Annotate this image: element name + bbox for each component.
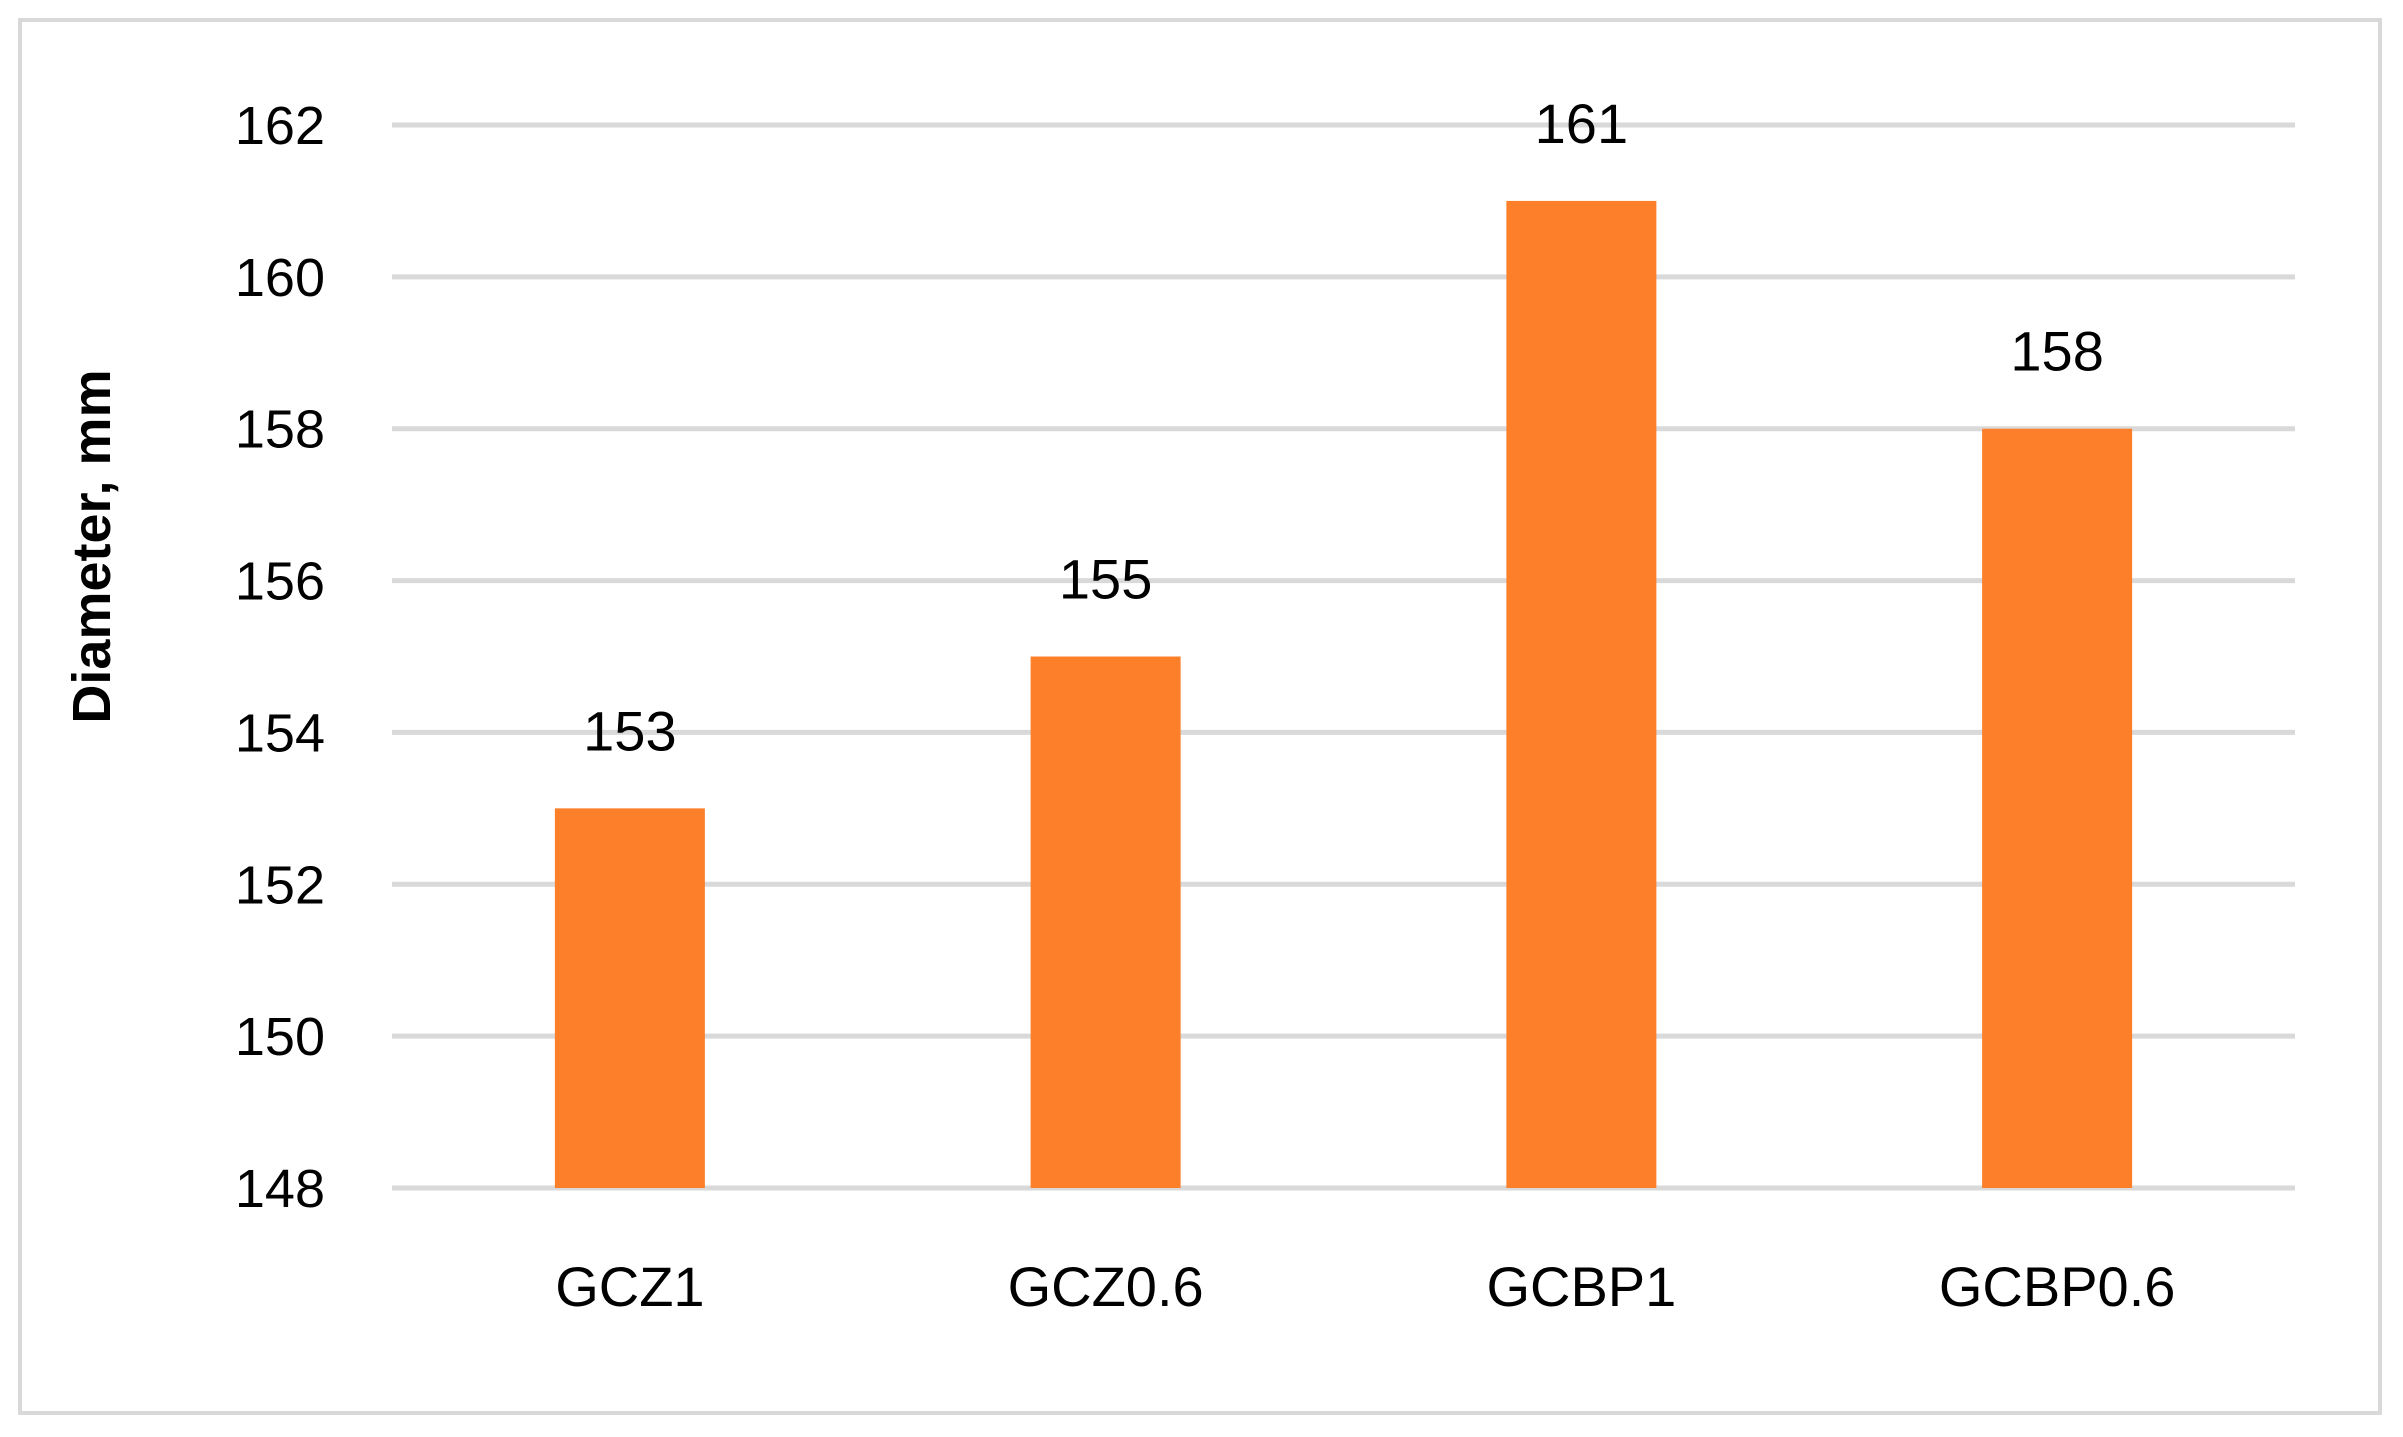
x-tick-label: GCZ1 bbox=[555, 1255, 704, 1318]
y-axis-ticks: 148 150 152 154 156 158 160 162 bbox=[235, 96, 325, 1219]
bar bbox=[554, 808, 705, 1188]
y-tick-label: 152 bbox=[235, 855, 325, 915]
x-axis-categories: GCZ1 GCZ0.6 GCBP1 GCBP0.6 bbox=[555, 1255, 2175, 1318]
x-tick-label: GCBP1 bbox=[1486, 1255, 1676, 1318]
x-tick-label: GCBP0.6 bbox=[1939, 1255, 2176, 1318]
bar bbox=[1982, 428, 2133, 1188]
data-labels: 153 155 161 158 bbox=[583, 92, 2104, 762]
data-label: 161 bbox=[1535, 92, 1628, 155]
bar bbox=[1506, 200, 1657, 1188]
data-label: 158 bbox=[2010, 320, 2103, 383]
bars bbox=[554, 200, 2133, 1188]
data-label: 153 bbox=[583, 699, 676, 762]
y-tick-label: 162 bbox=[235, 96, 325, 156]
y-axis-title: Diameter, mm bbox=[62, 369, 122, 723]
y-tick-label: 160 bbox=[235, 248, 325, 308]
bar bbox=[1030, 656, 1181, 1188]
y-tick-label: 156 bbox=[235, 552, 325, 612]
y-tick-label: 158 bbox=[235, 400, 325, 460]
y-tick-label: 150 bbox=[235, 1007, 325, 1067]
y-tick-label: 148 bbox=[235, 1159, 325, 1219]
x-tick-label: GCZ0.6 bbox=[1008, 1255, 1204, 1318]
gridlines bbox=[392, 122, 2295, 1191]
data-label: 155 bbox=[1059, 548, 1152, 611]
y-tick-label: 154 bbox=[235, 703, 325, 763]
